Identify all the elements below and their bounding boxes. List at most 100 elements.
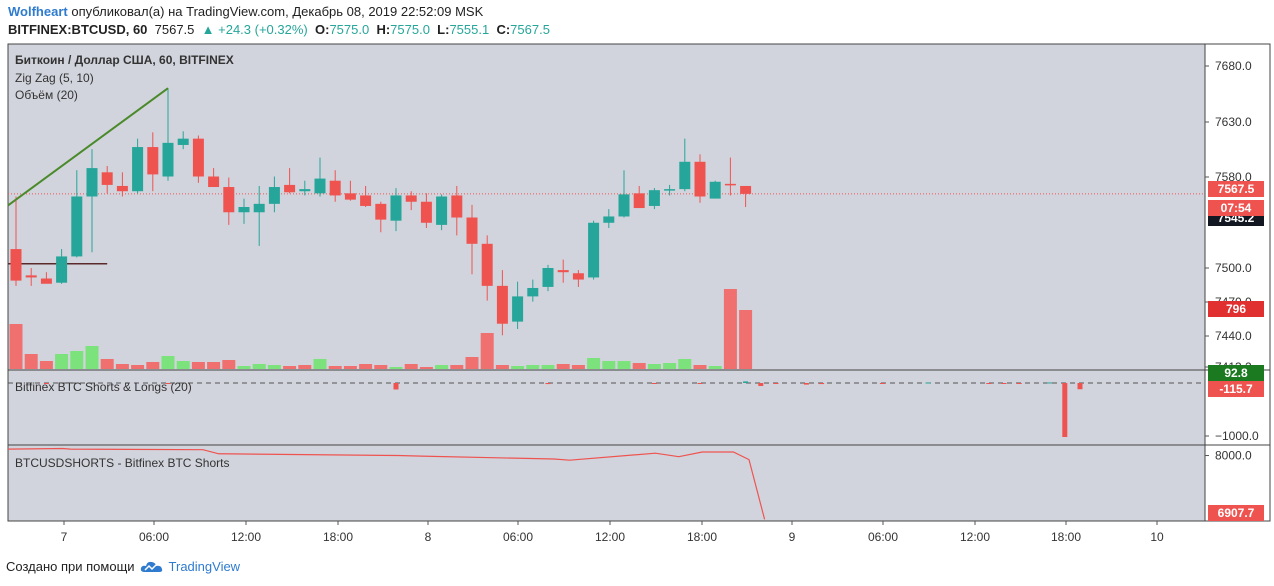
candle-body <box>633 193 645 209</box>
candle-body <box>360 195 372 206</box>
candle-body <box>253 203 265 213</box>
shorts-legend[interactable]: BTCUSDSHORTS - Bitfinex BTC Shorts <box>15 456 230 470</box>
symbol-label: BITFINEX:BTCUSD, 60 <box>8 22 148 37</box>
x-tick-label: 06:00 <box>139 530 169 544</box>
volume-bar <box>374 365 388 369</box>
shorts-longs-bar <box>545 383 551 385</box>
shorts-series-line <box>7 447 766 520</box>
candle-body <box>466 217 478 244</box>
last-price: 7567.5 <box>154 22 195 37</box>
candle-body <box>724 183 736 186</box>
author-link[interactable]: Wolfheart <box>8 4 68 19</box>
shorts-longs-bar <box>803 383 809 385</box>
candle-body <box>10 249 22 281</box>
volume-bar <box>693 365 707 369</box>
shorts-longs-bar <box>1001 383 1007 384</box>
candle-body <box>572 273 584 280</box>
candle-body <box>268 187 280 204</box>
y-tick-label: 7630.0 <box>1215 115 1252 129</box>
open-value: 7575.0 <box>329 22 370 37</box>
candle-body <box>679 161 691 190</box>
shorts-longs-bar <box>165 383 171 384</box>
volume-legend[interactable]: Объём (20) <box>15 88 78 102</box>
volume-bar <box>435 365 449 369</box>
volume-bar <box>191 362 205 369</box>
shorts-longs-bar <box>986 383 992 384</box>
volume-bar <box>222 360 236 369</box>
volume-bar <box>283 366 297 369</box>
publish-info: Wolfheart опубликовал(а) на TradingView.… <box>8 4 483 19</box>
last-price-label-bg <box>1208 181 1264 197</box>
candle-body <box>420 201 432 223</box>
tradingview-brand[interactable]: TradingView <box>168 559 241 574</box>
main-legend-title: Биткоин / Доллар США, 60, BITFINEX <box>15 53 234 67</box>
candle-body <box>527 287 539 297</box>
candle-body <box>40 278 52 284</box>
zigzag-line <box>7 87 169 207</box>
shorts-longs-bar <box>697 383 703 384</box>
volume-bar <box>359 364 373 369</box>
shorts-longs-bar <box>1047 382 1053 384</box>
y-tick-label: 7580.0 <box>1215 170 1252 184</box>
volume-bar <box>237 366 251 369</box>
volume-bar <box>708 366 722 369</box>
candle-body <box>344 193 356 200</box>
published-text: опубликовал(а) на TradingView.com, Декаб… <box>71 4 484 19</box>
x-tick-label: 8 <box>425 530 432 544</box>
y-tick-label: 7500.0 <box>1215 261 1252 275</box>
volume-bar <box>298 365 312 369</box>
candle-body <box>71 196 83 257</box>
volume-value-label: 796 <box>1226 302 1246 316</box>
x-tick-label: 9 <box>789 530 796 544</box>
shorts-last-label-bg <box>1208 505 1264 521</box>
candle-body <box>709 181 721 199</box>
volume-bar <box>207 362 221 369</box>
shorts-longs-bar <box>1077 383 1083 390</box>
volume-bar <box>70 351 84 369</box>
volume-bar <box>511 366 525 369</box>
volume-bar <box>556 364 570 369</box>
shorts-longs-legend[interactable]: Bitfinex BTC Shorts & Longs (20) <box>15 380 192 394</box>
candle-body <box>694 161 706 197</box>
countdown-label: 07:54 <box>1221 201 1252 215</box>
volume-bar <box>723 289 737 369</box>
shorts-longs-bar <box>925 382 931 384</box>
candle-body <box>132 147 144 192</box>
countdown-label-bg <box>1208 200 1264 216</box>
candle-body <box>329 180 341 196</box>
high-label: H: <box>376 22 391 37</box>
volume-bar <box>541 365 555 369</box>
volume-bar <box>131 365 145 369</box>
volume-bar <box>389 367 403 369</box>
candle-body <box>405 195 417 202</box>
volume-bar <box>313 359 327 369</box>
candle-body <box>314 178 326 194</box>
ohlc-bar: BITFINEX:BTCUSD, 60 7567.5 ▲ +24.3 (+0.3… <box>8 22 550 37</box>
candle-body <box>496 285 508 324</box>
candle-body <box>56 256 68 283</box>
shorts-longs-bar <box>773 383 779 384</box>
candle-body <box>223 187 235 213</box>
candle-body <box>208 176 220 188</box>
footer: Создано при помощи TradingView <box>6 559 240 574</box>
zigzag-legend[interactable]: Zig Zag (5, 10) <box>15 71 94 85</box>
volume-bar <box>404 364 418 369</box>
candle-body <box>603 216 615 223</box>
volume-bar <box>146 362 160 369</box>
candle-body <box>512 296 524 322</box>
candle-body <box>375 203 387 220</box>
volume-bar <box>267 365 281 369</box>
volume-bar <box>24 354 38 369</box>
last-price-label: 7567.5 <box>1218 182 1255 196</box>
candle-body <box>86 168 98 197</box>
candle-body <box>588 222 600 278</box>
shorts-longs-bar <box>879 383 885 384</box>
plot-background <box>8 44 1205 521</box>
volume-bar <box>343 366 357 369</box>
candle-body <box>162 142 174 177</box>
shorts-longs-bar <box>1062 383 1068 437</box>
candle-body <box>481 243 493 286</box>
candle-body <box>238 207 250 213</box>
candle-body <box>451 195 463 218</box>
